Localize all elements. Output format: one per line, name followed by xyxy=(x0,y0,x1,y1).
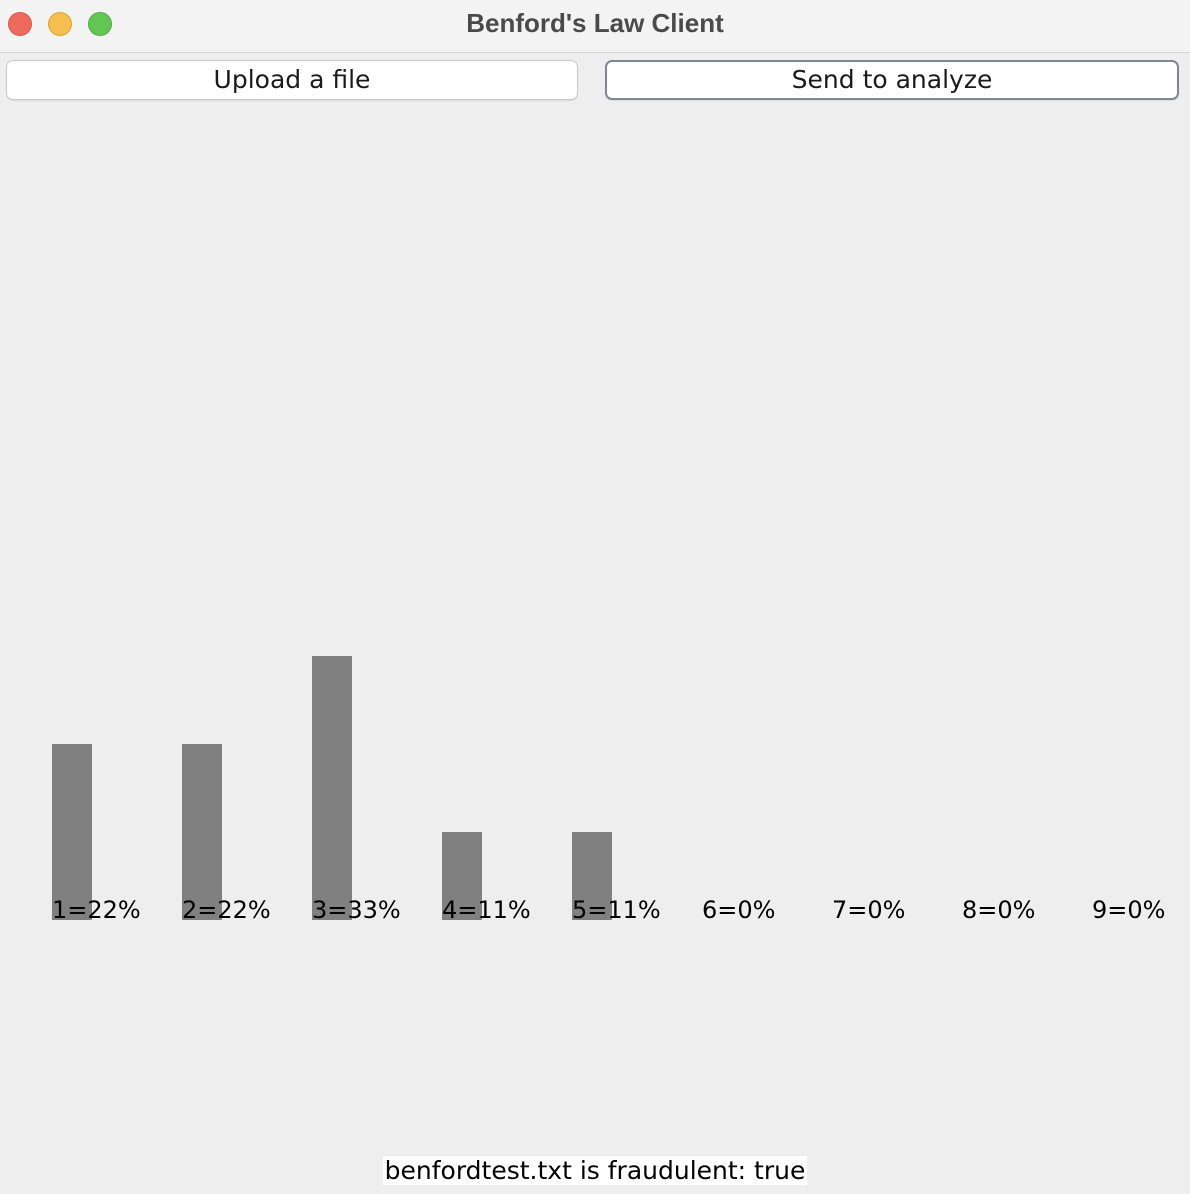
bar-label-digit-4: 4=11% xyxy=(442,896,531,924)
bar-label-digit-1: 1=22% xyxy=(52,896,141,924)
close-window-button[interactable] xyxy=(8,12,32,36)
fraud-status-text: benfordtest.txt is fraudulent: true xyxy=(382,1156,808,1185)
title-bar: Benford's Law Client xyxy=(0,0,1190,53)
bar-digit-5 xyxy=(572,832,612,920)
bar-digit-2 xyxy=(182,744,222,920)
bar-label-digit-8: 8=0% xyxy=(962,896,1036,924)
bar-digit-1 xyxy=(52,744,92,920)
bar-label-digit-3: 3=33% xyxy=(312,896,401,924)
bar-label-digit-7: 7=0% xyxy=(832,896,906,924)
minimize-window-button[interactable] xyxy=(48,12,72,36)
bar-label-digit-2: 2=22% xyxy=(182,896,271,924)
bar-label-digit-6: 6=0% xyxy=(702,896,776,924)
window-title: Benford's Law Client xyxy=(466,8,724,38)
send-to-analyze-button[interactable]: Send to analyze xyxy=(605,60,1179,100)
bar-label-digit-9: 9=0% xyxy=(1092,896,1166,924)
maximize-window-button[interactable] xyxy=(88,12,112,36)
bar-digit-4 xyxy=(442,832,482,920)
upload-file-button[interactable]: Upload a file xyxy=(6,60,578,100)
status-line: benfordtest.txt is fraudulent: true xyxy=(0,1155,1190,1190)
bar-digit-3 xyxy=(312,656,352,920)
bar-label-digit-5: 5=11% xyxy=(572,896,661,924)
